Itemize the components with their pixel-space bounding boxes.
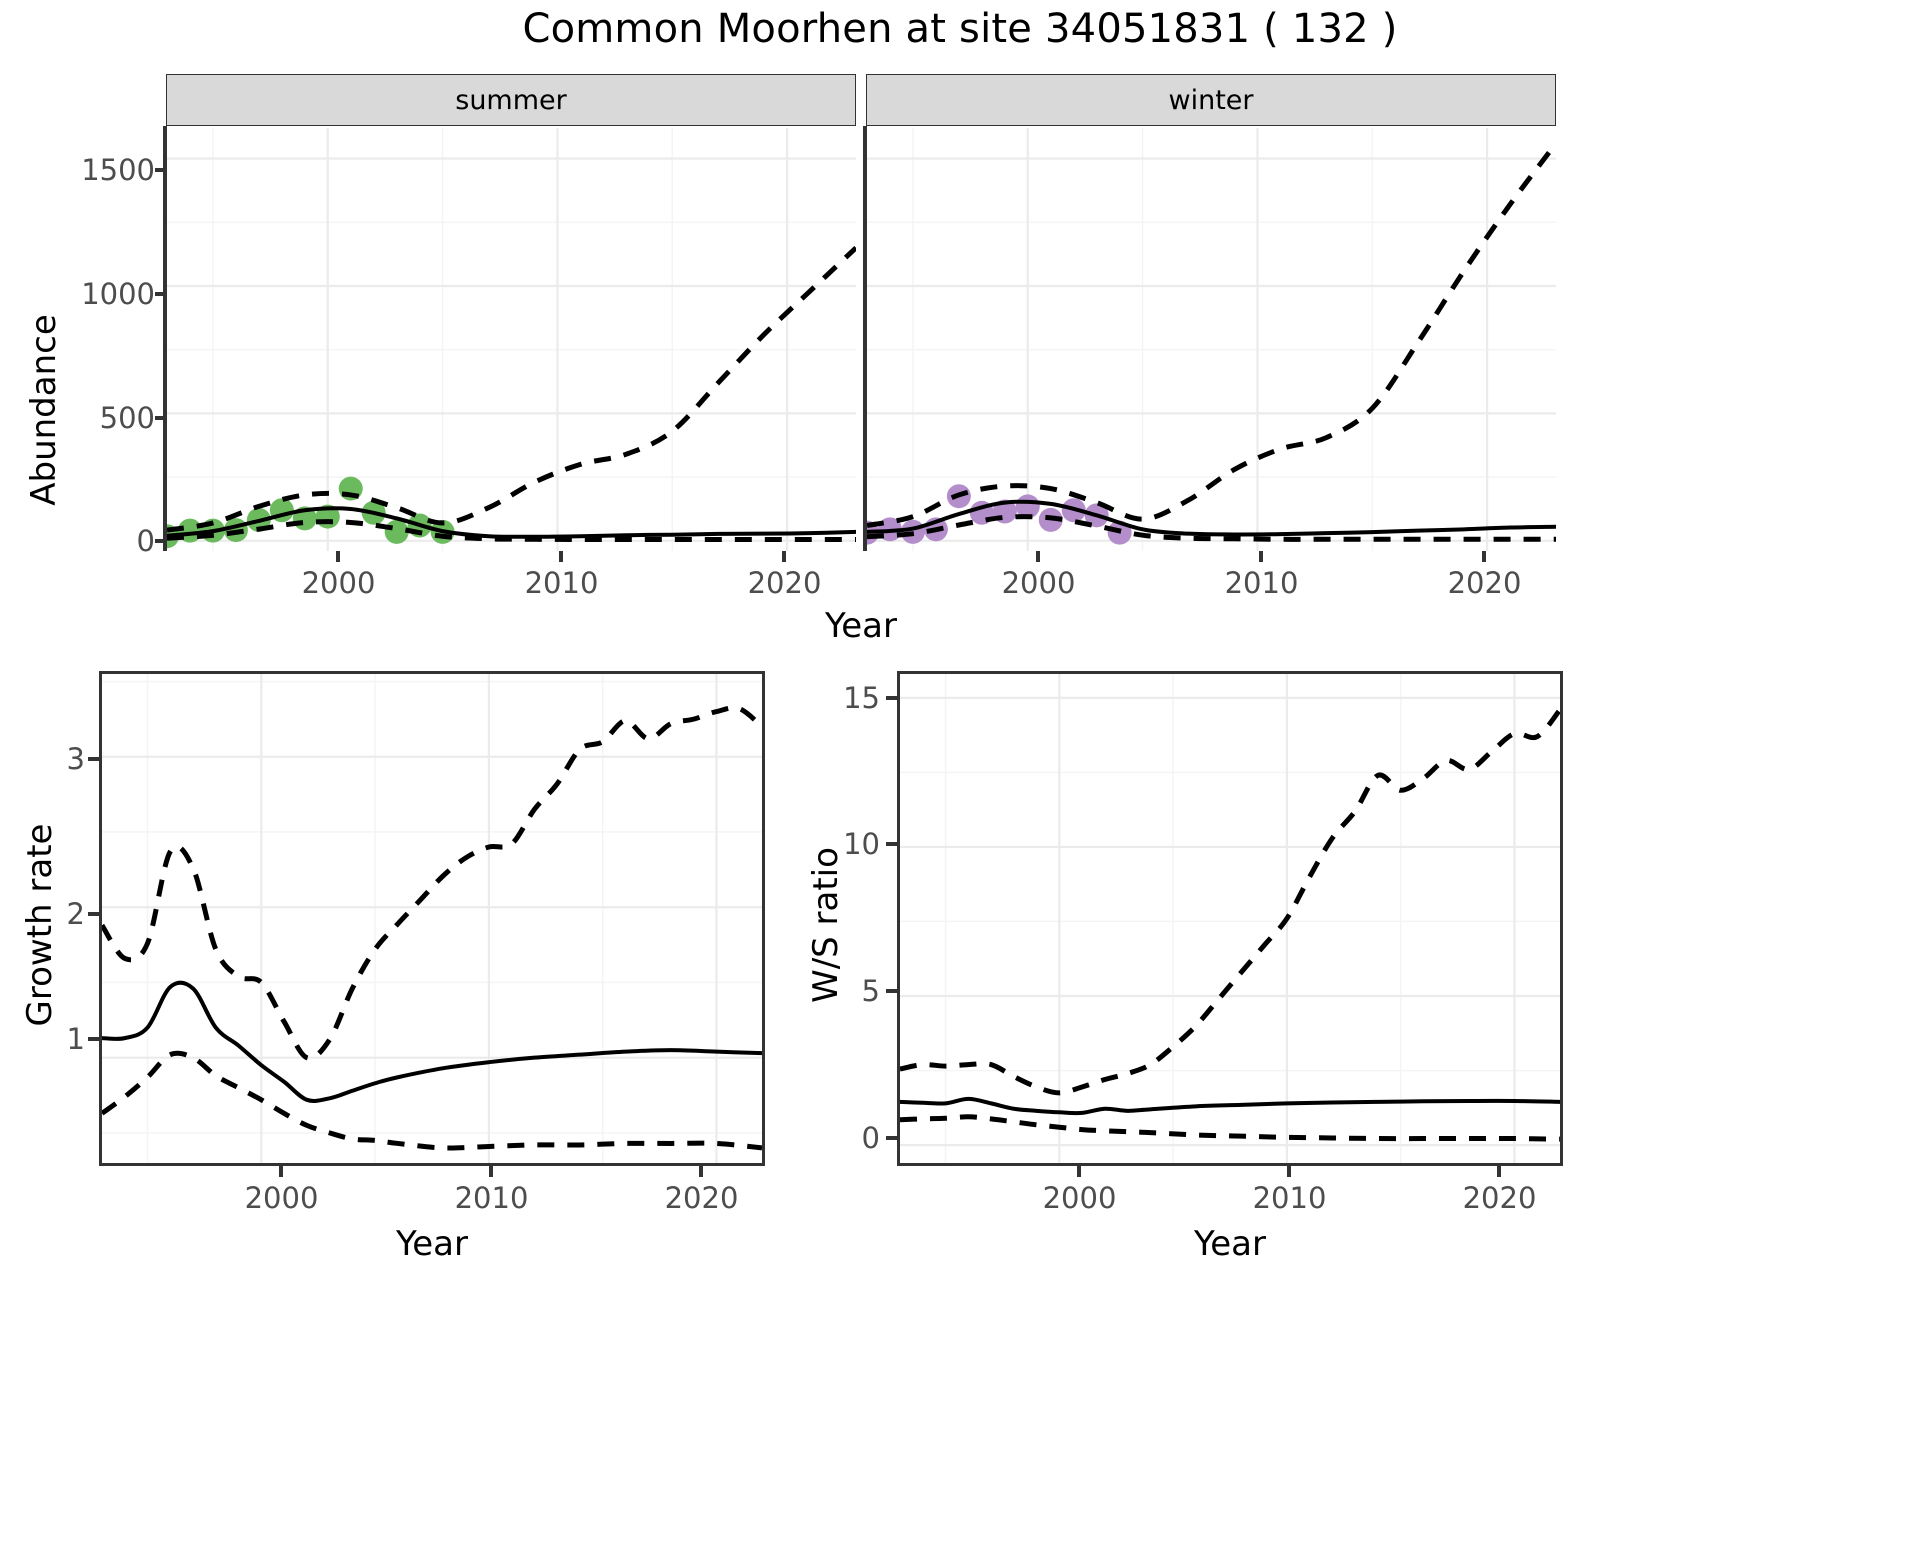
abundance-ytick-500: 500 (99, 401, 155, 435)
abundance-summer-xtick-2020: 2020 (747, 566, 822, 600)
growth-plot (99, 671, 765, 1166)
growth-xtick-mark (279, 1166, 283, 1177)
ratio-ytick-mark (886, 989, 897, 993)
abundance-y-axis-title: Abundance (24, 314, 64, 506)
facet-strip-winter-label: winter (1168, 84, 1254, 116)
abundance-winter-plot (867, 128, 1556, 551)
growth-x-axis-title: Year (396, 1224, 468, 1264)
ratio-ytick-0: 0 (861, 1121, 880, 1155)
growth-ytick-3: 3 (66, 742, 85, 776)
abundance-winter-axis-spine (863, 126, 867, 551)
growth-ytick-mark (88, 757, 99, 761)
ratio-ytick-mark (886, 696, 897, 700)
abundance-winter-xtick-mark (1036, 551, 1040, 562)
abundance-summer-xtick-mark (559, 551, 563, 562)
growth-xtick-mark (489, 1166, 493, 1177)
growth-ytick-mark (88, 912, 99, 916)
facet-strip-summer-label: summer (455, 84, 567, 116)
abundance-winter-xtick-mark (1259, 551, 1263, 562)
page-title: Common Moorhen at site 34051831 ( 132 ) (522, 6, 1398, 52)
abundance-summer-xtick-mark (782, 551, 786, 562)
growth-ytick-2: 2 (66, 897, 85, 931)
ratio-xtick-mark (1287, 1166, 1291, 1177)
abundance-winter-svg (867, 128, 1556, 551)
ratio-plot (897, 671, 1563, 1166)
abundance-ytick-1000: 1000 (81, 277, 155, 311)
ratio-x-axis-title: Year (1194, 1224, 1266, 1264)
ratio-ytick-mark (886, 1136, 897, 1140)
abundance-winter-xtick-2020: 2020 (1447, 566, 1522, 600)
ratio-ytick-15: 15 (843, 681, 880, 715)
ratio-ytick-mark (886, 842, 897, 846)
abundance-winter-xtick-2010: 2010 (1224, 566, 1299, 600)
ratio-xtick-mark (1497, 1166, 1501, 1177)
abundance-ytick-mark (155, 292, 166, 296)
abundance-x-axis-title: Year (825, 606, 897, 646)
abundance-winter-xtick-mark (1482, 551, 1486, 562)
abundance-summer-xtick-2010: 2010 (524, 566, 599, 600)
ratio-xtick-2000: 2000 (1042, 1181, 1117, 1215)
abundance-ytick-mark (155, 539, 166, 543)
growth-xtick-2000: 2000 (244, 1181, 319, 1215)
ratio-ytick-10: 10 (843, 827, 880, 861)
abundance-summer-plot (167, 128, 856, 551)
abundance-summer-xtick-2000: 2000 (301, 566, 376, 600)
facet-strip-winter: winter (866, 74, 1556, 126)
abundance-ytick-mark (155, 168, 166, 172)
ratio-xtick-2010: 2010 (1252, 1181, 1327, 1215)
abundance-winter-xtick-2000: 2000 (1001, 566, 1076, 600)
abundance-ytick-0: 0 (136, 524, 155, 558)
ratio-xtick-2020: 2020 (1462, 1181, 1537, 1215)
growth-xtick-2010: 2010 (454, 1181, 529, 1215)
abundance-summer-svg (167, 128, 856, 551)
abundance-ytick-1500: 1500 (81, 153, 155, 187)
facet-strip-summer: summer (166, 74, 856, 126)
growth-ytick-mark (88, 1037, 99, 1041)
abundance-y-axis-spine (163, 126, 167, 551)
abundance-summer-xtick-mark (336, 551, 340, 562)
ratio-ytick-5: 5 (861, 974, 880, 1008)
growth-svg (102, 674, 762, 1163)
growth-ytick-1: 1 (66, 1022, 85, 1056)
abundance-ytick-mark (155, 416, 166, 420)
growth-xtick-2020: 2020 (664, 1181, 739, 1215)
ratio-svg (900, 674, 1560, 1163)
growth-xtick-mark (699, 1166, 703, 1177)
ratio-xtick-mark (1077, 1166, 1081, 1177)
